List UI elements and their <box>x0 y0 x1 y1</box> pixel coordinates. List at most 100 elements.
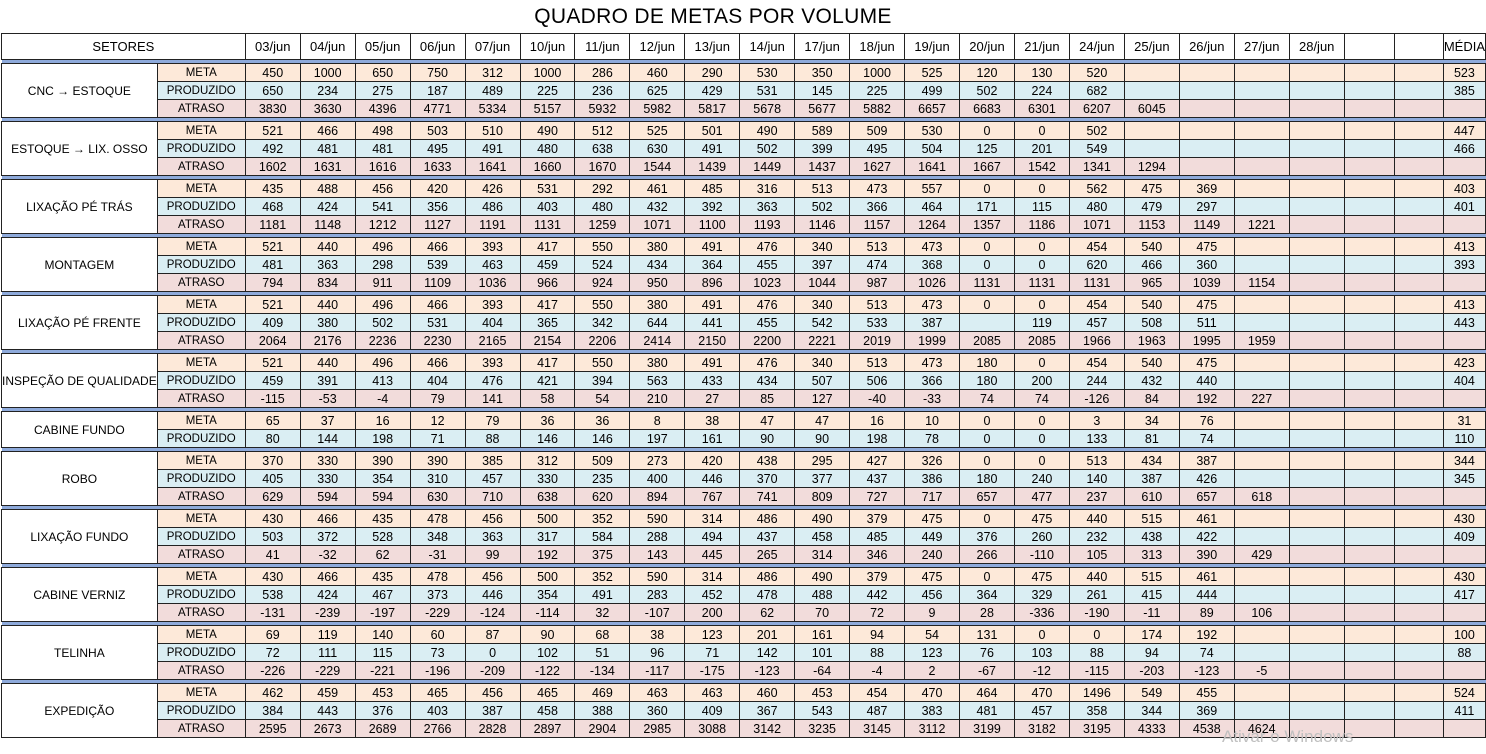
table-cell <box>1343 295 1395 314</box>
table-cell: 491 <box>684 353 741 372</box>
table-cell: 180 <box>959 469 1015 488</box>
table-cell: -196 <box>409 661 466 680</box>
table-cell: 460 <box>739 683 796 702</box>
table-cell: 2236 <box>354 331 411 350</box>
table-cell: 0 <box>1013 625 1070 644</box>
table-cell: 4771 <box>409 99 466 118</box>
table-cell: 489 <box>464 81 521 100</box>
table-cell <box>1393 197 1444 216</box>
table-cell <box>1233 527 1290 546</box>
table-cell: 531 <box>409 313 466 332</box>
average-cell: 88 <box>1442 643 1486 662</box>
table-cell: 0 <box>959 179 1015 198</box>
table-cell: 470 <box>904 683 960 702</box>
row-label: PRODUZIDO <box>156 371 246 390</box>
row-label: ATRASO <box>156 661 246 680</box>
table-cell <box>1393 469 1444 488</box>
table-cell: 405 <box>244 469 301 488</box>
table-cell <box>1393 331 1444 350</box>
table-cell <box>1393 215 1444 234</box>
table-cell: 440 <box>1178 371 1235 390</box>
table-row: ATRASO 2595 2673 2689 2766 2828 2897 2904 2985 30… <box>2 719 1486 738</box>
table-cell: 475 <box>904 509 960 528</box>
table-row: ROBO META 370 330 390 390 385 312 509 273 420 438 29… <box>1 451 1486 506</box>
table-cell <box>1288 509 1345 528</box>
table-cell: 94 <box>849 625 906 644</box>
table-cell: 2085 <box>1013 331 1070 350</box>
table-cell <box>1288 63 1345 82</box>
table-cell: 380 <box>629 295 686 314</box>
table-cell <box>1393 389 1444 408</box>
table-cell: 1544 <box>629 157 686 176</box>
table-cell: 463 <box>684 683 741 702</box>
table-cell <box>1233 63 1290 82</box>
table-cell: 435 <box>244 179 301 198</box>
table-cell: 481 <box>299 139 356 158</box>
table-cell: 1071 <box>629 215 686 234</box>
table-cell: 94 <box>1123 643 1180 662</box>
table-cell: 562 <box>1068 179 1125 198</box>
table-cell: 1131 <box>1068 273 1125 292</box>
average-cell <box>1442 389 1486 408</box>
date-header: 21/jun <box>1013 33 1070 60</box>
table-cell: 65 <box>244 411 301 430</box>
average-cell: 409 <box>1442 527 1486 546</box>
table-cell: -40 <box>849 389 906 408</box>
table-cell: 391 <box>299 371 356 390</box>
table-cell: 513 <box>794 179 851 198</box>
table-cell: 146 <box>519 429 576 448</box>
table-cell: 41 <box>244 545 301 564</box>
table-cell <box>1178 81 1235 100</box>
table-cell: 90 <box>794 429 851 448</box>
table-cell: 741 <box>739 487 796 506</box>
table-cell <box>1123 81 1180 100</box>
table-cell: 491 <box>464 139 521 158</box>
table-cell: 454 <box>1068 295 1125 314</box>
table-cell: 521 <box>244 353 301 372</box>
average-cell: 443 <box>1442 313 1486 332</box>
table-cell <box>1393 63 1444 82</box>
table-cell: 464 <box>904 197 960 216</box>
table-cell: 36 <box>574 411 631 430</box>
table-cell: 210 <box>629 389 686 408</box>
table-cell: 630 <box>409 487 466 506</box>
table-cell <box>1393 585 1444 604</box>
table-cell: 1193 <box>739 215 796 234</box>
table-cell: 373 <box>409 585 466 604</box>
table-cell: 28 <box>959 603 1015 622</box>
table-cell: 140 <box>354 625 411 644</box>
average-cell: 413 <box>1442 237 1486 256</box>
table-cell: -123 <box>739 661 796 680</box>
table-cell: 454 <box>1068 237 1125 256</box>
table-cell: 894 <box>629 487 686 506</box>
table-cell: 393 <box>464 295 521 314</box>
table-cell: 201 <box>739 625 796 644</box>
table-cell: -31 <box>409 545 466 564</box>
table-cell <box>1343 157 1395 176</box>
table-cell: 352 <box>574 509 631 528</box>
table-cell: 1127 <box>409 215 466 234</box>
table-cell: 70 <box>794 603 851 622</box>
table-cell: 192 <box>1178 625 1235 644</box>
average-cell <box>1442 331 1486 350</box>
date-header: 05/jun <box>354 33 411 60</box>
table-cell <box>1343 527 1395 546</box>
table-cell: 2897 <box>519 719 576 738</box>
table-cell: 486 <box>464 197 521 216</box>
table-cell <box>1393 237 1444 256</box>
table-cell: 273 <box>629 451 686 470</box>
average-cell: 430 <box>1442 567 1486 586</box>
table-cell <box>1288 179 1345 198</box>
table-cell: 2 <box>904 661 960 680</box>
table-cell: 0 <box>959 237 1015 256</box>
table-cell: 227 <box>1233 389 1290 408</box>
table-cell: 350 <box>794 63 851 82</box>
table-cell: 397 <box>794 255 851 274</box>
table-cell: 131 <box>959 625 1015 644</box>
table-cell: 510 <box>464 121 521 140</box>
table-cell: 16 <box>354 411 411 430</box>
table-cell: 459 <box>519 255 576 274</box>
table-cell <box>1233 371 1290 390</box>
table-cell: 540 <box>1123 237 1180 256</box>
table-cell: 265 <box>739 545 796 564</box>
